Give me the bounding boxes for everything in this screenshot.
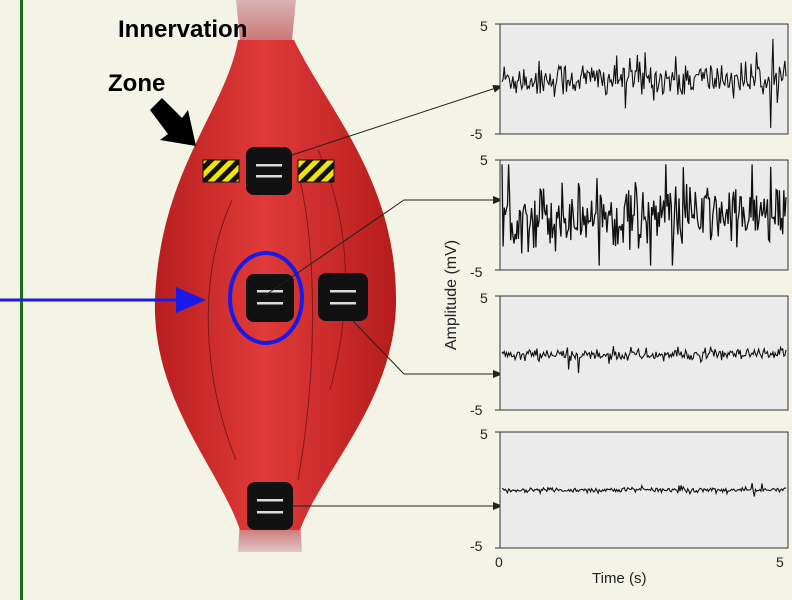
y-axis-label: Amplitude (mV) xyxy=(443,239,460,351)
signal-panels xyxy=(495,23,789,549)
panel4-ymax-label: 5 xyxy=(480,426,488,442)
emg-trace-2 xyxy=(501,164,787,266)
signal-panel-4 xyxy=(499,431,789,549)
x-axis-label: Time (s) xyxy=(592,570,647,587)
innervation-zone-marker-right xyxy=(297,159,335,183)
emg-trace-4 xyxy=(501,483,787,497)
panel1-ymax-label: 5 xyxy=(480,18,488,34)
panel2-ymin-label: -5 xyxy=(470,264,483,280)
connector-line-3 xyxy=(351,319,503,378)
connector-line-2 xyxy=(263,196,503,297)
panel3-ymin-label: -5 xyxy=(470,402,483,418)
electrode-center xyxy=(246,274,294,322)
connector-line-1 xyxy=(291,85,503,156)
x-tick-start: 0 xyxy=(495,554,503,570)
emg-trace-3 xyxy=(501,345,787,374)
electrode-innervation-zone xyxy=(246,147,292,195)
innervation-label-line2: Zone xyxy=(108,70,166,97)
x-tick-end: 5 xyxy=(776,554,784,570)
innervation-zone-marker-left xyxy=(202,159,240,183)
panel4-ymin-label: -5 xyxy=(470,538,483,554)
panel1-ymin-label: -5 xyxy=(470,126,483,142)
muscle-fibre-line xyxy=(207,199,237,461)
muscle-fibre-line xyxy=(297,179,313,481)
innervation-arrow xyxy=(150,98,196,146)
electrode-lateral xyxy=(318,273,368,321)
panel2-ymax-label: 5 xyxy=(480,152,488,168)
electrode-tendon xyxy=(247,482,293,530)
highlight-ellipse xyxy=(228,251,304,345)
pointer-arrow-head xyxy=(176,287,206,313)
panel3-ymax-label: 5 xyxy=(480,290,488,306)
emg-trace-1 xyxy=(501,38,787,128)
innervation-label-line1: Innervation xyxy=(118,16,248,43)
